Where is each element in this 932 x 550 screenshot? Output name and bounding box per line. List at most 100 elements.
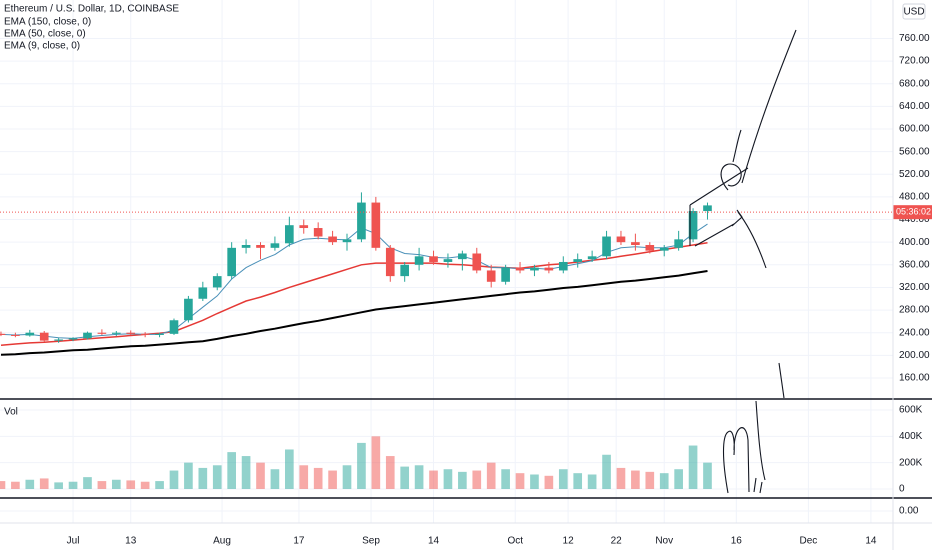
volume-tick-label: 200K <box>899 457 923 468</box>
y-tick-label: 760.00 <box>899 33 930 44</box>
candle-body <box>357 202 366 240</box>
candle-body <box>371 202 381 248</box>
candle-body <box>0 333 6 335</box>
volume-bar <box>472 470 482 489</box>
candle-body <box>530 267 539 271</box>
volume-bar <box>616 467 626 489</box>
volume-bar <box>703 462 712 489</box>
volume-bar <box>83 477 92 489</box>
candle-body <box>155 333 164 335</box>
y-tick-label: 280.00 <box>899 305 930 316</box>
volume-bar <box>558 469 568 489</box>
volume-bar <box>328 470 337 489</box>
candle-body <box>256 245 265 248</box>
candle-body <box>111 332 121 334</box>
candle-body <box>126 332 136 334</box>
candle-body <box>558 261 568 271</box>
y-tick-label: 240.00 <box>899 327 930 338</box>
volume-bar <box>126 480 136 489</box>
candle-body <box>486 270 496 282</box>
candle-body <box>515 267 525 271</box>
currency-box <box>902 3 926 20</box>
volume-bar <box>587 474 597 489</box>
candle-body <box>212 276 222 288</box>
candle-body <box>54 339 63 341</box>
y-tick-label: 320.00 <box>899 282 930 293</box>
candle-body <box>414 256 424 265</box>
candle-body <box>631 242 640 246</box>
volume-bar <box>515 473 525 489</box>
volume-bar <box>155 481 164 489</box>
candle-body <box>140 333 150 335</box>
y-tick-label: 600.00 <box>899 124 930 135</box>
countdown: 05:36:02 <box>896 207 931 217</box>
candle-body <box>703 205 712 212</box>
y-tick-label: 200.00 <box>899 350 930 361</box>
ema-line <box>0 223 708 339</box>
x-tick-label: Sep <box>362 536 380 547</box>
drawing-line <box>694 223 735 247</box>
candle-body <box>458 253 467 260</box>
volume-bar <box>342 465 352 489</box>
drawing-scribble <box>720 129 742 191</box>
candle-body <box>39 332 49 341</box>
candle-body <box>184 298 193 321</box>
candle-body <box>443 259 453 262</box>
candle-body <box>501 267 510 282</box>
candle-body <box>97 332 107 334</box>
y-tick-label: 480.00 <box>899 192 930 203</box>
volume-bar <box>97 481 107 489</box>
candle-body <box>602 236 611 257</box>
y-tick-label: 520.00 <box>899 169 930 180</box>
volume-bar <box>111 479 121 489</box>
candle-body <box>400 264 410 277</box>
volume-tick-label: 600K <box>899 405 923 416</box>
volume-bar <box>400 466 410 489</box>
volume-bar <box>645 471 655 489</box>
volume-bar <box>602 454 611 489</box>
candle-body <box>241 245 251 248</box>
candle-body <box>429 256 438 262</box>
drawing-line <box>689 167 749 206</box>
volume-tick-label: 0 <box>899 484 905 495</box>
x-tick-label: 14 <box>865 536 877 547</box>
y-tick-label: 640.00 <box>899 101 930 112</box>
x-tick-label: Dec <box>800 536 818 547</box>
volume-bar <box>285 449 294 489</box>
volume-bar <box>573 473 583 489</box>
candle-body <box>645 245 655 251</box>
candle-body <box>587 256 597 260</box>
volume-bar <box>631 470 640 489</box>
currency: USD <box>903 7 924 18</box>
oscillator-tick-label: 0.00 <box>899 506 919 517</box>
candle-body <box>227 247 236 277</box>
y-tick-label: 720.00 <box>899 56 930 67</box>
volume-label: Vol <box>4 407 18 418</box>
x-tick-label: Nov <box>655 536 673 547</box>
legend-entry: EMA (50, close, 0) <box>4 29 86 40</box>
volume-bar <box>530 474 539 489</box>
x-tick-label: 14 <box>428 536 440 547</box>
x-tick-label: 22 <box>611 536 623 547</box>
volume-bar <box>184 462 193 489</box>
x-tick-label: 12 <box>563 536 575 547</box>
y-tick-label: 400.00 <box>899 237 930 248</box>
y-tick-label: 360.00 <box>899 259 930 270</box>
volume-bar <box>371 436 381 489</box>
candle-body <box>472 253 482 271</box>
x-tick-label: Jul <box>67 536 80 547</box>
volume-bar <box>68 481 78 489</box>
candle-body <box>285 225 294 244</box>
candle-body <box>169 320 179 334</box>
volume-bar <box>227 452 236 489</box>
ema-line <box>0 270 708 356</box>
volume-tick-label: 400K <box>899 431 923 442</box>
volume-bar <box>501 469 510 489</box>
chart-title: Ethereum / U.S. Dollar, 1D, COINBASE <box>4 4 179 15</box>
y-tick-label: 560.00 <box>899 146 930 157</box>
x-tick-label: Aug <box>213 536 231 547</box>
legend-entry: EMA (150, close, 0) <box>4 17 91 28</box>
volume-bar <box>54 482 63 489</box>
